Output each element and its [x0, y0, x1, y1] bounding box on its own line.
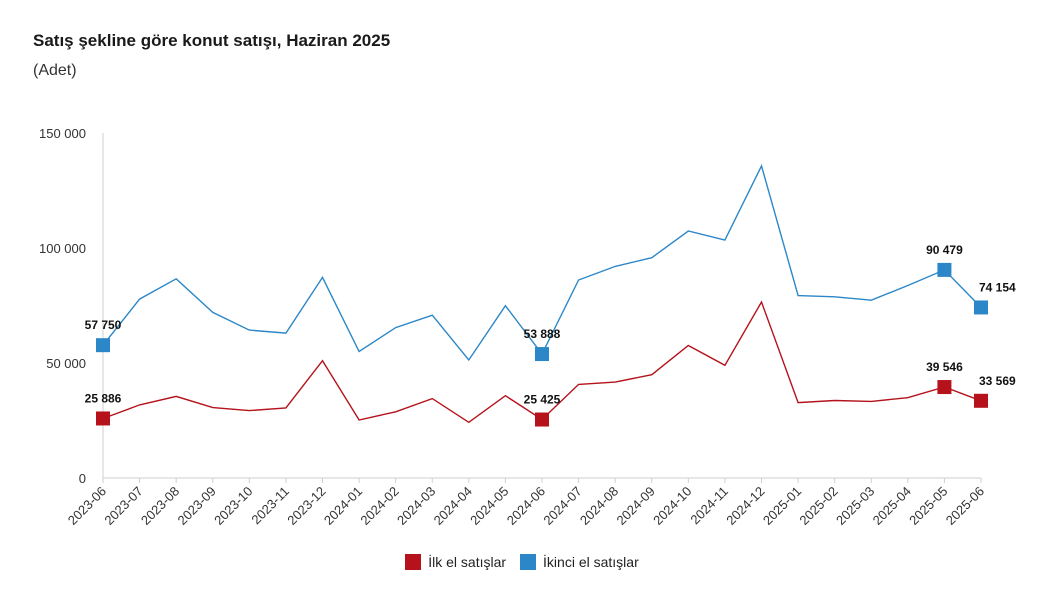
x-tick-label: 2025-03 — [833, 484, 877, 528]
legend-swatch-second-hand — [520, 554, 537, 570]
x-tick-label: 2025-05 — [906, 484, 950, 528]
x-tick-label: 2024-02 — [357, 484, 401, 528]
data-point-marker — [96, 411, 110, 426]
y-tick-label: 150 000 — [39, 126, 86, 141]
data-point-marker — [974, 300, 988, 315]
legend-item-second-hand: İkinci el satışlar — [520, 554, 639, 570]
x-tick-label: 2025-02 — [796, 484, 840, 528]
x-tick-label: 2023-12 — [284, 484, 328, 528]
x-tick-label: 2024-07 — [540, 484, 584, 528]
data-label: 39 546 — [926, 360, 963, 374]
legend: İlk el satışlar İkinci el satışlar — [0, 554, 1044, 570]
data-label: 25 425 — [524, 393, 561, 407]
x-tick-label: 2023-10 — [211, 484, 255, 528]
x-tick-label: 2025-01 — [760, 484, 804, 528]
legend-label-first-hand: İlk el satışlar — [428, 554, 507, 570]
data-point-marker — [937, 262, 952, 277]
legend-label-second-hand: İkinci el satışlar — [543, 554, 639, 570]
legend-swatch-first-hand — [405, 554, 422, 570]
x-tick-label: 2023-07 — [101, 484, 145, 528]
data-point-marker — [96, 338, 110, 353]
data-label: 25 886 — [85, 391, 122, 405]
x-tick-label: 2024-10 — [650, 484, 694, 528]
data-label: 90 479 — [926, 243, 963, 257]
chart-subtitle: (Adet) — [33, 62, 77, 79]
x-tick-label: 2024-01 — [321, 484, 365, 528]
data-point-marker — [535, 347, 549, 362]
legend-item-first-hand: İlk el satışlar — [405, 554, 506, 570]
x-tick-label: 2024-05 — [467, 484, 511, 528]
chart-title: Satış şekline göre konut satışı, Haziran… — [33, 31, 391, 50]
x-tick-label: 2024-03 — [394, 484, 438, 528]
data-label: 74 154 — [979, 280, 1016, 294]
data-point-marker — [937, 380, 952, 395]
data-label: 57 750 — [85, 318, 122, 332]
x-tick-label: 2024-04 — [431, 484, 475, 528]
data-label: 53 888 — [524, 327, 561, 341]
data-point-marker — [974, 393, 988, 408]
y-tick-label: 0 — [79, 471, 86, 486]
y-tick-label: 50 000 — [46, 356, 86, 371]
x-tick-label: 2023-06 — [65, 484, 109, 528]
x-tick-label: 2025-04 — [870, 484, 914, 528]
x-tick-label: 2024-12 — [723, 484, 767, 528]
x-tick-label: 2023-08 — [138, 484, 182, 528]
x-tick-label: 2023-09 — [175, 484, 219, 528]
x-tick-label: 2024-11 — [687, 484, 731, 528]
y-tick-label: 100 000 — [39, 241, 86, 256]
x-tick-label: 2024-06 — [504, 484, 548, 528]
x-tick-label: 2025-06 — [943, 484, 987, 528]
data-label: 33 569 — [979, 374, 1016, 388]
x-tick-label: 2023-11 — [248, 484, 292, 528]
data-point-marker — [535, 412, 549, 427]
x-tick-label: 2024-09 — [614, 484, 658, 528]
x-tick-label: 2024-08 — [577, 484, 621, 528]
